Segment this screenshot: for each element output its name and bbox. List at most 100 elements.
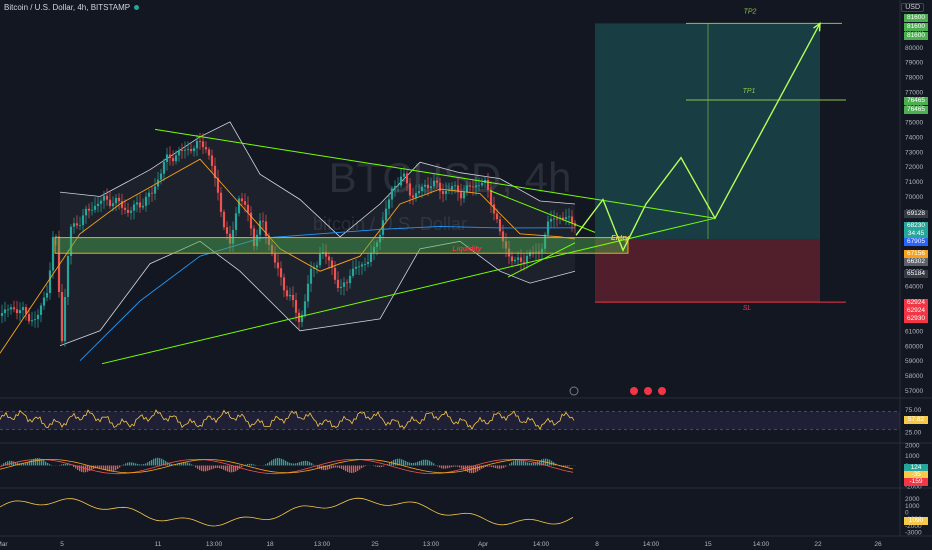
candle-body [231, 229, 235, 244]
macd-histogram-bar [491, 465, 493, 467]
macd-histogram-bar [27, 462, 29, 466]
macd-histogram-bar [539, 460, 541, 466]
candle-body [177, 150, 181, 156]
macd-histogram-bar [9, 460, 11, 466]
candle-body [168, 154, 172, 158]
symbol-title: Bitcoin / U.S. Dollar, 4h, BITSTAMP [4, 3, 131, 12]
macd-histogram-bar [87, 465, 89, 472]
macd-histogram-bar [309, 461, 311, 466]
macd-histogram-bar [233, 465, 235, 472]
price-tick-label: 79000 [905, 60, 923, 67]
macd-histogram-bar [505, 465, 507, 467]
macd-histogram-bar [161, 458, 163, 466]
candle-body [150, 192, 154, 194]
macd-histogram-bar [411, 463, 413, 466]
price-tick-label: 71000 [905, 179, 923, 186]
candle-body [201, 141, 205, 148]
candle-body [249, 212, 253, 229]
macd-histogram-bar [135, 463, 137, 466]
projection-arrow-icon [813, 21, 821, 32]
time-axis[interactable]: Mar 5 11 13:00 18 13:00 25 13:00 Apr 14:00 8 14:00 1… [0, 541, 882, 548]
candle-body [324, 251, 328, 257]
news-flag-icon[interactable] [630, 387, 638, 395]
candle-body [528, 251, 532, 256]
liquidity-zone[interactable] [54, 237, 629, 254]
price-tick-label: 74000 [905, 134, 923, 141]
candle-body [501, 231, 505, 242]
candle-body [21, 307, 25, 311]
macd-histogram-bar [169, 463, 171, 466]
macd-histogram-bar [437, 465, 439, 467]
take-profit-zone[interactable] [595, 23, 820, 239]
macd-histogram-bar [299, 462, 301, 466]
candle-body [387, 199, 391, 209]
macd-histogram-bar [421, 460, 423, 466]
projection-path[interactable] [575, 23, 821, 253]
candle-body [78, 225, 82, 226]
macd-histogram-bar [549, 459, 551, 466]
candle-body [381, 220, 385, 235]
annotation-layer: TP2 TP1 SL Entry Liquidity [452, 8, 756, 312]
macd-histogram-bar [307, 461, 309, 466]
candle-body [399, 176, 403, 186]
news-flag-icon[interactable] [644, 387, 652, 395]
macd-histogram-bar [125, 463, 127, 466]
candle-body [552, 218, 556, 220]
event-icons[interactable] [569, 386, 666, 396]
candle-body [60, 292, 64, 342]
liquidity-zone-layer[interactable] [54, 237, 629, 254]
candle-body [489, 189, 493, 205]
candle-body [216, 178, 220, 193]
trendline-layer[interactable] [101, 21, 846, 365]
time-tick-label: 26 [874, 541, 882, 548]
candle-body [30, 320, 34, 322]
macd-histogram-bar [139, 464, 141, 466]
price-tick-label: 77000 [905, 90, 923, 97]
candle-body [339, 286, 343, 288]
macd-histogram-bar [413, 462, 415, 466]
macd-histogram-bar [179, 463, 181, 466]
candle-body [411, 195, 415, 198]
macd-histogram-bar [311, 463, 313, 466]
momentum-tick-label: -3000 [905, 530, 922, 537]
stop-loss-zone[interactable] [595, 238, 820, 303]
macd-histogram-bar [485, 465, 487, 467]
candle-body [549, 219, 553, 222]
candle-body [414, 193, 418, 198]
currency-button[interactable]: USD [901, 3, 924, 12]
trendline[interactable] [489, 190, 596, 233]
symbol-header[interactable]: Bitcoin / U.S. Dollar, 4h, BITSTAMP [4, 3, 140, 12]
macd-histogram-bar [63, 464, 65, 466]
candle-body [303, 301, 307, 315]
macd-histogram-bar [535, 462, 537, 466]
candle-body [189, 149, 193, 152]
trade-box-layer[interactable] [595, 23, 820, 303]
event-marker-icon[interactable] [569, 386, 579, 396]
macd-histogram-bar [75, 465, 77, 469]
price-tag: 34:45 [904, 230, 928, 238]
macd-histogram-bar [205, 465, 207, 472]
macd-histogram-bar [409, 462, 411, 466]
macd-histogram-bar [377, 465, 379, 467]
candle-body [126, 209, 130, 213]
candle-body [534, 251, 538, 253]
macd-histogram-bar [69, 464, 71, 466]
macd-histogram-bar [275, 458, 277, 466]
macd-histogram-bar [287, 461, 289, 466]
candle-body [12, 307, 16, 310]
candle-body [144, 196, 148, 206]
candle-body [186, 149, 190, 150]
trendline[interactable] [154, 128, 716, 219]
news-flag-icon[interactable] [658, 387, 666, 395]
liquidity-label: Liquidity [452, 246, 482, 253]
price-tag: 81600 [904, 32, 928, 40]
market-open-icon [134, 5, 140, 11]
macd-histogram-bar [73, 465, 75, 467]
trendline[interactable] [507, 242, 576, 278]
trendline[interactable] [101, 217, 716, 365]
macd-histogram-bar [115, 465, 117, 471]
candle-body [255, 234, 259, 247]
price-tag: 67156 [904, 250, 928, 258]
